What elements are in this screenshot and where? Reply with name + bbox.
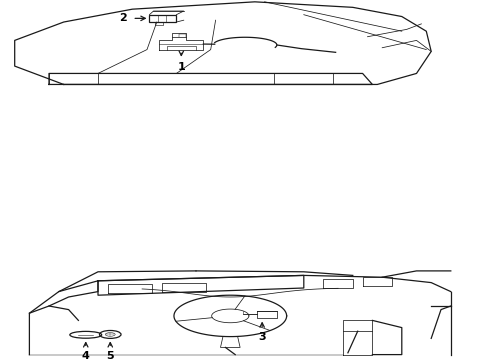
- Text: 3: 3: [258, 332, 266, 342]
- Text: 2: 2: [119, 13, 126, 23]
- Text: 4: 4: [82, 351, 90, 360]
- Bar: [149, 15, 176, 22]
- Text: 5: 5: [106, 351, 114, 360]
- Text: 1: 1: [177, 62, 185, 72]
